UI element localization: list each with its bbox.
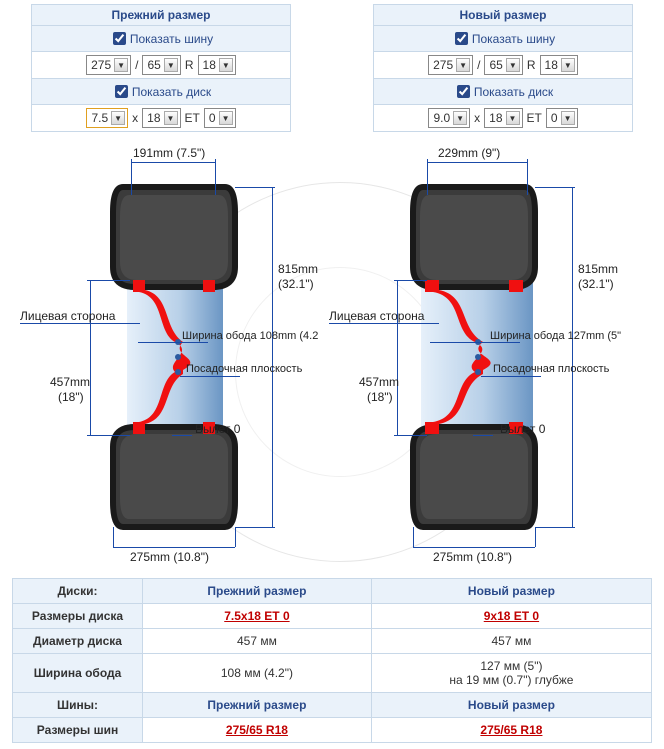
old-rim-offset-select[interactable]: 0▼ — [204, 108, 236, 128]
old-offset-label: Вылет 0 — [195, 422, 240, 436]
new-show-wheel-checkbox[interactable] — [457, 85, 470, 98]
old-id-in-label: (18") — [58, 390, 84, 404]
dropdown-icon: ▼ — [164, 58, 178, 72]
old-wheel-row: 7.5▼ x 18▼ ET 0▼ — [31, 105, 291, 132]
old-od-mm-label: 815mm — [278, 262, 318, 276]
new-col-header-2: Новый размер — [371, 693, 651, 718]
row-tire-size-label: Размеры шин — [13, 718, 143, 743]
table-row: Диски: Прежний размер Новый размер — [13, 579, 652, 604]
old-show-tire-row: Показать шину — [31, 26, 291, 52]
wheels-header: Диски: — [13, 579, 143, 604]
new-tire-width-select[interactable]: 275▼ — [428, 55, 473, 75]
old-show-wheel-row: Показать диск — [31, 79, 291, 105]
new-title: Новый размер — [373, 4, 633, 26]
old-rim-diam-select[interactable]: 18▼ — [142, 108, 180, 128]
table-row: Ширина обода 108 мм (4.2") 127 мм (5")на… — [13, 654, 652, 693]
new-wheel-row: 9.0▼ x 18▼ ET 0▼ — [373, 105, 633, 132]
slash-label: / — [135, 58, 138, 72]
row-wheel-size-label: Размеры диска — [13, 604, 143, 629]
old-tire-width-select[interactable]: 275▼ — [86, 55, 131, 75]
r-label: R — [185, 58, 194, 72]
old-wheel-size-link[interactable]: 7.5x18 ET 0 — [224, 609, 289, 623]
dropdown-icon: ▼ — [561, 111, 575, 125]
et-label: ET — [185, 111, 200, 125]
old-title: Прежний размер — [31, 4, 291, 26]
r-label: R — [527, 58, 536, 72]
new-tire-diam-select[interactable]: 18▼ — [540, 55, 578, 75]
dropdown-icon: ▼ — [453, 111, 467, 125]
dropdown-icon: ▼ — [561, 58, 575, 72]
new-rim-diam-select[interactable]: 18▼ — [484, 108, 522, 128]
dropdown-icon: ▼ — [114, 58, 128, 72]
new-top-dim-label: 229mm (9") — [438, 146, 500, 160]
new-show-tire-row: Показать шину — [373, 26, 633, 52]
old-show-tire-label: Показать шину — [130, 32, 213, 46]
old-wheel-diam: 457 мм — [143, 629, 372, 654]
old-tire-diam-select[interactable]: 18▼ — [198, 55, 236, 75]
x-label: x — [132, 111, 138, 125]
old-col-header-2: Прежний размер — [143, 693, 372, 718]
old-od-in-label: (32.1") — [278, 277, 314, 291]
dropdown-icon: ▼ — [456, 58, 470, 72]
new-rim-width: 127 мм (5")на 19 мм (0.7") глубже — [371, 654, 651, 693]
row-rim-width-label: Ширина обода — [13, 654, 143, 693]
new-face-label: Лицевая сторона — [329, 309, 424, 323]
old-tire-aspect-select[interactable]: 65▼ — [142, 55, 180, 75]
new-tire-aspect-select[interactable]: 65▼ — [484, 55, 522, 75]
old-rim-width-select[interactable]: 7.5▼ — [86, 108, 128, 128]
row-wheel-diam-label: Диаметр диска — [13, 629, 143, 654]
old-tire-row: 275▼ / 65▼ R 18▼ — [31, 52, 291, 79]
old-col-header: Прежний размер — [143, 579, 372, 604]
table-row: Размеры шин 275/65 R18 275/65 R18 — [13, 718, 652, 743]
dropdown-icon: ▼ — [219, 111, 233, 125]
diagram-area: 191mm (7.5") — [0, 142, 664, 572]
new-tirew-label: 275mm (10.8") — [433, 550, 512, 564]
new-id-mm-label: 457mm — [359, 375, 399, 389]
new-wheel-diam: 457 мм — [371, 629, 651, 654]
dropdown-icon: ▼ — [506, 111, 520, 125]
dropdown-icon: ▼ — [111, 111, 125, 125]
controls-new: Новый размер Показать шину 275▼ / 65▼ R … — [373, 4, 633, 132]
old-show-wheel-label: Показать диск — [132, 85, 211, 99]
new-rim-width-select[interactable]: 9.0▼ — [428, 108, 470, 128]
dropdown-icon: ▼ — [506, 58, 520, 72]
controls-old: Прежний размер Показать шину 275▼ / 65▼ … — [31, 4, 291, 132]
old-seat-label: Посадочная плоскость — [186, 363, 302, 375]
table-row: Шины: Прежний размер Новый размер — [13, 693, 652, 718]
new-id-in-label: (18") — [367, 390, 393, 404]
new-show-tire-label: Показать шину — [472, 32, 555, 46]
new-show-wheel-label: Показать диск — [474, 85, 553, 99]
new-offset-label: Вылет 0 — [500, 422, 545, 436]
new-show-wheel-row: Показать диск — [373, 79, 633, 105]
dropdown-icon: ▼ — [164, 111, 178, 125]
results-table: Диски: Прежний размер Новый размер Разме… — [12, 578, 652, 743]
new-wheel-size-link[interactable]: 9x18 ET 0 — [484, 609, 539, 623]
et-label: ET — [527, 111, 542, 125]
new-rim-offset-select[interactable]: 0▼ — [546, 108, 578, 128]
old-tire-size-link[interactable]: 275/65 R18 — [226, 723, 288, 737]
old-show-tire-checkbox[interactable] — [113, 32, 126, 45]
tires-header: Шины: — [13, 693, 143, 718]
new-tire-size-link[interactable]: 275/65 R18 — [480, 723, 542, 737]
new-col-header: Новый размер — [371, 579, 651, 604]
table-row: Размеры диска 7.5x18 ET 0 9x18 ET 0 — [13, 604, 652, 629]
controls-row: Прежний размер Показать шину 275▼ / 65▼ … — [0, 0, 664, 142]
x-label: x — [474, 111, 480, 125]
slash-label: / — [477, 58, 480, 72]
new-od-mm-label: 815mm — [578, 262, 618, 276]
new-tire-row: 275▼ / 65▼ R 18▼ — [373, 52, 633, 79]
new-od-in-label: (32.1") — [578, 277, 614, 291]
old-rim-width: 108 мм (4.2") — [143, 654, 372, 693]
dropdown-icon: ▼ — [219, 58, 233, 72]
old-show-wheel-checkbox[interactable] — [115, 85, 128, 98]
old-rimw-label: Ширина обода 108mm (4.2 — [182, 330, 318, 342]
new-seat-label: Посадочная плоскость — [493, 363, 609, 375]
new-show-tire-checkbox[interactable] — [455, 32, 468, 45]
new-rimw-label: Ширина обода 127mm (5" — [490, 330, 621, 342]
old-id-mm-label: 457mm — [50, 375, 90, 389]
old-top-dim-label: 191mm (7.5") — [133, 146, 205, 160]
table-row: Диаметр диска 457 мм 457 мм — [13, 629, 652, 654]
old-face-label: Лицевая сторона — [20, 309, 115, 323]
old-tirew-label: 275mm (10.8") — [130, 550, 209, 564]
